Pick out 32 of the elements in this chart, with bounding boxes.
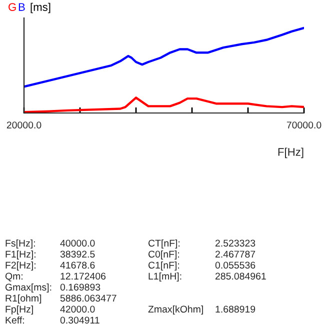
text: 0.304911 bbox=[60, 316, 100, 324]
text: Fp[Hz] bbox=[6, 305, 33, 315]
text: 0.169893 bbox=[60, 284, 100, 291]
text: 1.688919 bbox=[216, 306, 256, 313]
y-axis-title: [ms] bbox=[30, 2, 50, 14]
text: 0.055536 bbox=[215, 262, 256, 269]
text: B bbox=[18, 3, 25, 11]
text: L1[mH]: bbox=[148, 272, 182, 282]
text: 40000.0 bbox=[60, 240, 95, 247]
text: 41678.6 bbox=[60, 262, 95, 269]
text: F2[Hz]: bbox=[6, 261, 36, 271]
x-tick-label: 70000.0 bbox=[286, 122, 322, 128]
text: C0[nF]: bbox=[148, 250, 179, 260]
text: Zmax[kOhm] bbox=[148, 305, 203, 315]
text: CT[nF]: bbox=[148, 239, 180, 249]
text: C1[nF]: bbox=[148, 261, 179, 271]
text: 2.467787 bbox=[215, 250, 256, 258]
text: 38392.5 bbox=[60, 250, 95, 258]
text: 12.172406 bbox=[60, 272, 106, 280]
text: R1[ohm] bbox=[6, 294, 42, 304]
text: 42000.0 bbox=[60, 306, 95, 313]
text: 5886.063477 bbox=[60, 294, 116, 302]
text: G bbox=[8, 3, 16, 11]
text: 2.523323 bbox=[215, 240, 256, 247]
text: Fs[Hz]: bbox=[6, 239, 35, 249]
text: Qm: bbox=[5, 272, 22, 282]
text: F1[Hz]: bbox=[6, 250, 36, 260]
x-tick-label: 20000.0 bbox=[6, 122, 42, 128]
text: Keff: bbox=[6, 316, 24, 324]
text: 285.084961 bbox=[215, 272, 266, 280]
x-axis-title: F[Hz] bbox=[278, 148, 304, 158]
text: Gmax[ms]: bbox=[5, 283, 52, 293]
